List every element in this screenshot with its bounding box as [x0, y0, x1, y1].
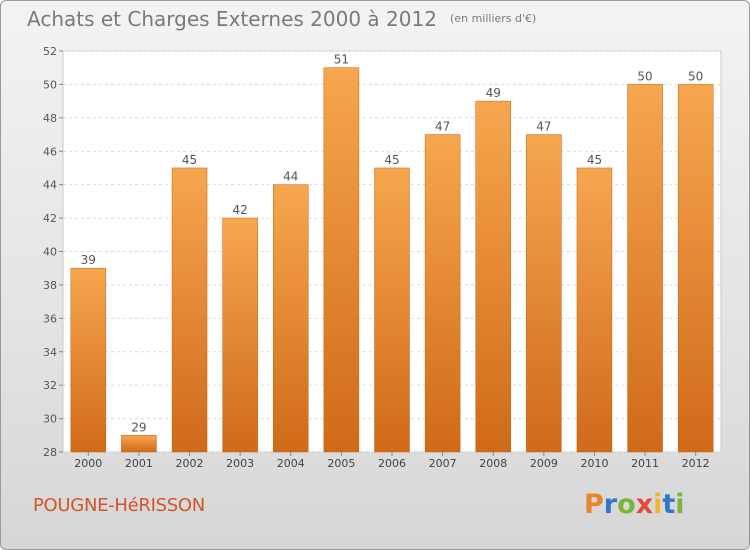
chart-title: Achats et Charges Externes 2000 à 2012	[27, 7, 437, 31]
x-tick-label: 2006	[378, 457, 406, 470]
y-tick-label: 48	[43, 112, 57, 125]
data-label: 50	[637, 69, 652, 83]
y-tick-label: 30	[43, 413, 57, 426]
unit-note: (en milliers d'€)	[450, 12, 537, 25]
data-label: 42	[233, 203, 248, 217]
bar	[424, 134, 461, 453]
bar	[273, 184, 309, 453]
bar	[222, 217, 258, 453]
data-label: 45	[587, 153, 602, 167]
data-label: 29	[131, 420, 146, 434]
logo-letter: P	[584, 489, 604, 520]
data-label: 50	[688, 69, 703, 83]
x-tick-label: 2007	[429, 457, 457, 470]
bar	[627, 84, 663, 453]
data-label: 51	[334, 53, 349, 67]
bar	[121, 435, 157, 453]
y-tick-label: 28	[43, 446, 57, 459]
y-tick-label: 38	[43, 279, 57, 292]
y-tick-label: 50	[43, 78, 57, 91]
x-tick-label: 2012	[682, 457, 710, 470]
x-tick-label: 2004	[277, 457, 305, 470]
y-tick-label: 42	[43, 212, 57, 225]
data-label: 47	[536, 120, 551, 134]
x-axis: 2000 2001 2002 2003 2004 2005 2006 2007 2008 2009…	[74, 452, 710, 470]
y-tick-label: 40	[43, 246, 57, 259]
proxiti-logo: Proxiti	[584, 489, 685, 520]
x-tick-label: 2008	[479, 457, 507, 470]
data-label: 44	[283, 170, 298, 184]
x-tick-label: 2005	[327, 457, 355, 470]
commune-name: POUGNE-HéRISSON	[33, 495, 205, 516]
y-tick-label: 32	[43, 379, 57, 392]
bar	[576, 167, 613, 453]
logo-letter: t	[662, 489, 676, 520]
data-label: 47	[435, 120, 450, 134]
bar	[374, 167, 410, 453]
data-label: 45	[384, 153, 399, 167]
logo-letter: i	[653, 489, 663, 520]
bar	[677, 84, 714, 453]
data-label: 45	[182, 153, 197, 167]
bar	[475, 100, 511, 453]
x-tick-label: 2003	[226, 457, 254, 470]
y-axis: 28 30 32 34 36 38 40 42 44 46 48 50 52	[43, 45, 63, 459]
x-tick-label: 2011	[631, 457, 659, 470]
x-tick-label: 2001	[125, 457, 153, 470]
bar	[70, 267, 107, 453]
x-tick-label: 2009	[530, 457, 558, 470]
y-tick-label: 34	[43, 346, 57, 359]
logo-letter: o	[617, 489, 636, 520]
y-tick-label: 46	[43, 145, 57, 158]
logo-letter: r	[603, 489, 618, 520]
y-tick-label: 52	[43, 45, 57, 58]
x-tick-label: 2000	[74, 457, 102, 470]
bar	[323, 67, 360, 453]
x-tick-label: 2002	[176, 457, 204, 470]
data-label: 39	[81, 253, 96, 267]
bar	[526, 134, 562, 453]
x-tick-label: 2010	[580, 457, 608, 470]
logo-letter: i	[675, 489, 685, 520]
y-tick-label: 36	[43, 312, 57, 325]
data-label: 49	[486, 86, 501, 100]
chart-title-group: Achats et Charges Externes 2000 à 2012 (…	[27, 7, 536, 31]
logo-letter: x	[635, 489, 654, 520]
bars: 39 29 45 42 44 51 45 47 49 47 45 50 50	[70, 53, 714, 453]
y-tick-label: 44	[43, 179, 57, 192]
bar	[171, 167, 208, 453]
